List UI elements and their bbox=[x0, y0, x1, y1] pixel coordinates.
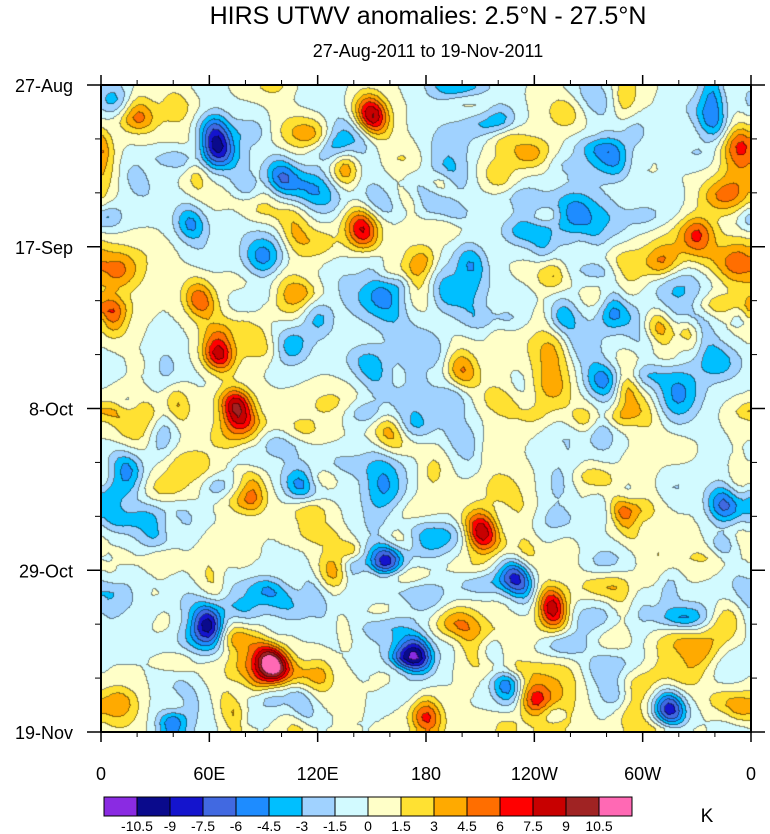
colorbar-label: -7.5 bbox=[191, 818, 215, 834]
anomaly-field bbox=[101, 85, 751, 732]
colorbar-label: 0 bbox=[364, 818, 372, 834]
x-tick-label: 60W bbox=[624, 764, 661, 784]
colorbar-label: -9 bbox=[164, 818, 177, 834]
colorbar-box bbox=[433, 796, 468, 817]
colorbar-box bbox=[103, 796, 138, 817]
colorbar-label: 9 bbox=[562, 818, 570, 834]
colorbar-label: 7.5 bbox=[523, 818, 543, 834]
x-tick-label: 120W bbox=[511, 764, 558, 784]
colorbar-box bbox=[367, 796, 402, 817]
colorbar: -10.5 -9 -7.5 -6 -4.5 -3 -1.5 0 1.5 3 4.5 6 7.5 9 10.5 bbox=[103, 796, 633, 834]
colorbar-label: 10.5 bbox=[585, 818, 612, 834]
colorbar-label: 3 bbox=[430, 818, 438, 834]
x-tick-label: 0 bbox=[96, 764, 106, 784]
colorbar-box bbox=[301, 796, 336, 817]
colorbar-label: -10.5 bbox=[121, 818, 153, 834]
y-tick-label: 17-Sep bbox=[15, 238, 73, 258]
colorbar-label: 6 bbox=[496, 818, 504, 834]
colorbar-box bbox=[169, 796, 204, 817]
x-tick-label: 120E bbox=[297, 764, 339, 784]
colorbar-box bbox=[235, 796, 270, 817]
y-axis: 27-Aug 17-Sep 8-Oct 29-Oct 19-Nov bbox=[15, 76, 765, 743]
colorbar-label: -6 bbox=[230, 818, 243, 834]
colorbar-label: -1.5 bbox=[323, 818, 347, 834]
plot-area bbox=[101, 85, 751, 732]
colorbar-box bbox=[202, 796, 237, 817]
colorbar-box bbox=[466, 796, 501, 817]
y-tick-label: 8-Oct bbox=[29, 400, 73, 420]
colorbar-box bbox=[598, 796, 633, 817]
colorbar-box bbox=[334, 796, 369, 817]
colorbar-box bbox=[565, 796, 600, 817]
x-tick-label: 180 bbox=[411, 764, 441, 784]
colorbar-label: 4.5 bbox=[457, 818, 477, 834]
colorbar-box bbox=[499, 796, 534, 817]
colorbar-box bbox=[400, 796, 435, 817]
x-tick-label: 60E bbox=[193, 764, 225, 784]
unit-label: K bbox=[701, 806, 714, 827]
colorbar-label: 1.5 bbox=[391, 818, 411, 834]
y-tick-label: 29-Oct bbox=[19, 561, 73, 581]
colorbar-label: -4.5 bbox=[257, 818, 281, 834]
x-tick-label: 0 bbox=[746, 764, 756, 784]
chart-title: HIRS UTWV anomalies: 2.5°N - 27.5°N bbox=[210, 2, 647, 30]
colorbar-box bbox=[268, 796, 303, 817]
colorbar-box bbox=[136, 796, 171, 817]
y-tick-label: 19-Nov bbox=[15, 723, 73, 743]
y-tick-label: 27-Aug bbox=[15, 76, 73, 96]
colorbar-box bbox=[532, 796, 567, 817]
colorbar-label: -3 bbox=[296, 818, 309, 834]
chart-subtitle: 27-Aug-2011 to 19-Nov-2011 bbox=[313, 41, 543, 61]
x-axis: 0 60E 120E 180 120W 60W 0 bbox=[96, 75, 756, 784]
